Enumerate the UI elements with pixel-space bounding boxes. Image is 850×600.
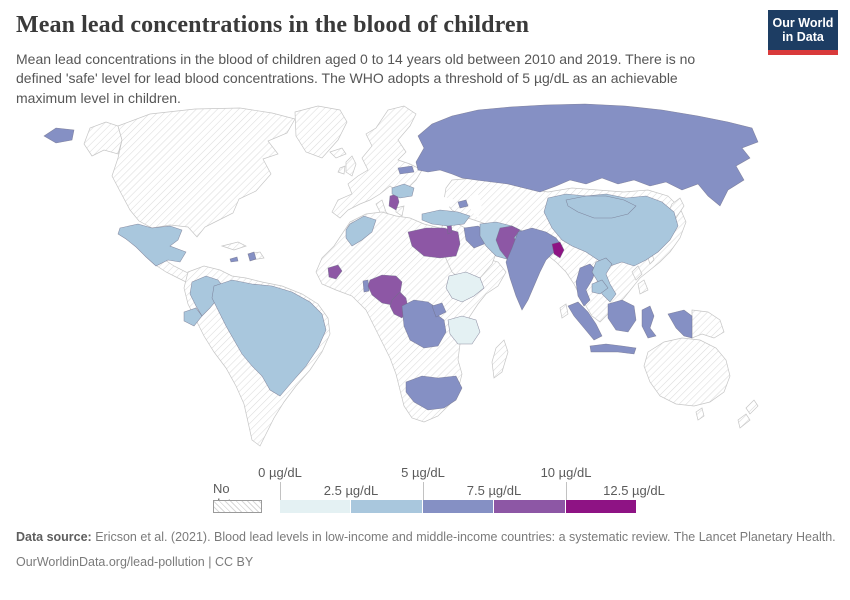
map-country-uganda[interactable] bbox=[431, 302, 447, 318]
legend-tickmark-10 bbox=[566, 482, 567, 500]
legend-color-bar bbox=[280, 500, 638, 513]
data-source-label: Data source: bbox=[16, 530, 92, 544]
map-country-romania[interactable] bbox=[391, 183, 415, 199]
world-map bbox=[43, 103, 759, 447]
caspian-sea bbox=[468, 194, 482, 218]
map-country-senegal[interactable] bbox=[327, 264, 343, 280]
footer-separator: | bbox=[204, 555, 215, 570]
map-country-indonesia-java[interactable] bbox=[589, 343, 637, 355]
map-country-russia[interactable] bbox=[415, 103, 759, 207]
legend-bin-2-5-5[interactable] bbox=[351, 500, 423, 513]
legend-tickmark-0 bbox=[280, 482, 281, 500]
data-source-text: Ericson et al. (2021). Blood lead levels… bbox=[91, 530, 836, 544]
landmass-tasmania bbox=[695, 407, 705, 421]
landmass-philippines-south bbox=[637, 279, 649, 295]
map-country-russia-chukotka[interactable] bbox=[43, 127, 75, 144]
legend-tick-5: 5 µg/dL bbox=[401, 465, 445, 480]
landmass-new-guinea-east bbox=[691, 309, 725, 339]
attribution-line: OurWorldinData.org/lead-pollution | CC B… bbox=[16, 553, 836, 571]
legend-bin-7-5-10[interactable] bbox=[494, 500, 566, 513]
map-country-indonesia-sulawesi[interactable] bbox=[641, 305, 657, 339]
map-country-india[interactable] bbox=[505, 227, 563, 311]
map-country-vietnam[interactable] bbox=[591, 257, 617, 303]
owid-logo[interactable]: Our World in Data bbox=[768, 10, 838, 55]
legend-tick-0: 0 µg/dL bbox=[258, 465, 302, 480]
map-country-haiti[interactable] bbox=[247, 251, 257, 262]
chart-footer: Data source: Ericson et al. (2021). Bloo… bbox=[16, 528, 836, 571]
landmass-greenland bbox=[294, 105, 348, 159]
landmass-alaska bbox=[83, 121, 123, 157]
map-country-mongolia[interactable] bbox=[565, 195, 637, 219]
map-country-benin[interactable] bbox=[362, 279, 370, 293]
legend-tick-7-5: 7.5 µg/dL bbox=[466, 483, 522, 498]
map-country-jamaica[interactable] bbox=[229, 256, 239, 263]
legend-bin-0-2-5[interactable] bbox=[280, 500, 352, 513]
legend-bin-10-12-5[interactable] bbox=[565, 500, 638, 513]
landmass-philippines-north bbox=[631, 265, 643, 281]
landmass-cuba bbox=[220, 241, 247, 251]
map-country-morocco[interactable] bbox=[345, 215, 377, 247]
chart-subtitle: Mean lead concentrations in the blood of… bbox=[16, 51, 696, 106]
owid-logo-line1: Our World bbox=[772, 15, 834, 30]
legend-tick-10: 10 µg/dL bbox=[540, 465, 592, 480]
legend-bin-5-7-5[interactable] bbox=[422, 500, 495, 513]
map-country-turkey[interactable] bbox=[421, 209, 471, 227]
license-label[interactable]: CC BY bbox=[214, 555, 254, 570]
map-country-mexico[interactable] bbox=[117, 223, 187, 267]
map-country-cambodia[interactable] bbox=[591, 279, 609, 295]
legend-tickmark-5 bbox=[423, 482, 424, 500]
legend-tick-2-5: 2.5 µg/dL bbox=[323, 483, 379, 498]
page-title: Mean lead concentrations in the blood of… bbox=[16, 12, 530, 38]
map-country-azerbaijan[interactable] bbox=[457, 199, 469, 209]
landmass-australia bbox=[643, 337, 731, 407]
legend-tick-12-5: 12.5 µg/dL bbox=[603, 483, 665, 498]
map-country-tanzania[interactable] bbox=[447, 315, 481, 345]
map-country-indonesia-borneo[interactable] bbox=[607, 299, 637, 333]
map-country-bangladesh[interactable] bbox=[551, 241, 565, 259]
landmass-north-america bbox=[111, 107, 296, 238]
map-country-egypt[interactable] bbox=[407, 227, 461, 259]
owid-logo-line2: in Data bbox=[782, 30, 824, 44]
map-country-indonesia-sumatra[interactable] bbox=[567, 301, 603, 341]
map-country-indonesia-papua[interactable] bbox=[667, 309, 693, 339]
map-country-ecuador[interactable] bbox=[183, 307, 203, 327]
black-sea bbox=[420, 196, 456, 208]
map-country-south-africa[interactable] bbox=[405, 375, 463, 411]
owid-url-link[interactable]: OurWorldinData.org/lead-pollution bbox=[16, 555, 205, 570]
landmass-ireland bbox=[337, 165, 346, 175]
landmass-madagascar bbox=[491, 339, 509, 379]
landmass-new-zealand-south bbox=[737, 413, 751, 429]
landmass-great-britain bbox=[345, 155, 357, 177]
landmass-sri-lanka bbox=[559, 303, 569, 319]
map-country-thailand[interactable] bbox=[575, 263, 597, 307]
landmass-greece bbox=[395, 205, 405, 217]
landmass-new-zealand-north bbox=[745, 399, 759, 415]
landmass-iceland bbox=[329, 147, 347, 159]
map-country-brazil[interactable] bbox=[211, 279, 327, 397]
data-source-line: Data source: Ericson et al. (2021). Bloo… bbox=[16, 528, 836, 546]
map-country-belarus[interactable] bbox=[397, 165, 415, 175]
map-country-ethiopia[interactable] bbox=[445, 271, 485, 303]
legend-no-data-swatch[interactable] bbox=[213, 500, 262, 513]
